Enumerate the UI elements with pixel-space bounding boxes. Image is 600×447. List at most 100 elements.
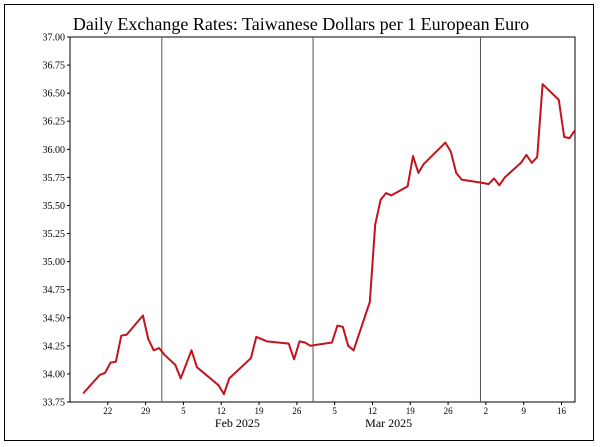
chart-frame: Daily Exchange Rates: Taiwanese Dollars … (4, 4, 594, 441)
data-point (379, 199, 382, 201)
data-point (525, 154, 528, 156)
data-point (179, 377, 182, 380)
y-tick-label: 35.00 (43, 257, 66, 268)
data-point (293, 358, 295, 361)
data-point (142, 314, 144, 317)
plot-area (69, 36, 576, 403)
data-point (557, 99, 560, 101)
data-point (530, 161, 533, 164)
data-point (147, 338, 150, 340)
data-point (82, 392, 85, 394)
data-point (536, 156, 538, 158)
x-tick-label: 26 (444, 406, 454, 416)
y-tick-label: 34.00 (43, 369, 66, 380)
y-tick-label: 35.50 (43, 201, 66, 212)
data-point (228, 377, 231, 380)
y-tick-label: 36.75 (43, 61, 66, 72)
y-tick-label: 34.25 (43, 341, 66, 352)
data-point (120, 334, 123, 337)
x-tick-label: 16 (557, 406, 567, 416)
x-tick-label: 5 (332, 406, 337, 416)
data-point (196, 366, 198, 368)
data-point (287, 342, 290, 345)
data-point (109, 361, 112, 364)
data-point (347, 345, 349, 347)
data-point (190, 349, 193, 352)
data-point (352, 349, 355, 352)
data-point (503, 176, 506, 179)
data-point (115, 360, 117, 363)
y-axis: 37.00 36.75 36.50 36.25 36.00 35.75 35.50 35.25… (43, 33, 70, 409)
data-point (568, 137, 571, 139)
data-point (104, 372, 106, 374)
y-tick-label: 33.75 (43, 398, 66, 409)
data-point (255, 336, 258, 338)
chart-title: Daily Exchange Rates: Taiwanese Dollars … (73, 14, 529, 34)
x-tick-label: 26 (292, 406, 302, 416)
data-point (212, 379, 214, 382)
data-point (390, 194, 393, 197)
data-point (98, 374, 101, 376)
x-tick-label: 19 (406, 406, 416, 416)
data-point (125, 333, 128, 336)
data-point (498, 184, 501, 187)
month-gridlines (161, 37, 481, 402)
y-tick-label: 35.25 (43, 229, 66, 240)
exchange-rate-chart: Daily Exchange Rates: Taiwanese Dollars … (43, 14, 576, 430)
data-point (520, 161, 522, 164)
month-labels: Feb 2025 Mar 2025 (215, 416, 412, 430)
y-tick-label: 36.50 (43, 89, 66, 100)
y-tick-label: 35.75 (43, 173, 66, 184)
x-tick-label: 12 (217, 406, 226, 416)
data-point (250, 357, 252, 360)
data-point (331, 341, 333, 344)
data-point (482, 182, 484, 184)
data-point (493, 177, 495, 180)
x-tick-label: 12 (368, 406, 377, 416)
x-axis: 22 29 5 12 19 26 5 12 19 26 2 9 16 (103, 402, 566, 416)
data-point (563, 136, 565, 138)
data-point (266, 340, 268, 343)
y-tick-label: 34.75 (43, 285, 66, 296)
y-tick-label: 36.00 (43, 145, 66, 156)
data-point (444, 141, 447, 144)
y-tick-label: 37.00 (43, 33, 66, 44)
data-point (152, 349, 155, 352)
data-point (385, 192, 387, 194)
data-point (260, 338, 263, 340)
data-point (336, 324, 339, 327)
month-label: Feb 2025 (215, 416, 260, 430)
data-point (174, 364, 177, 366)
data-point (341, 325, 344, 328)
x-tick-label: 2 (484, 406, 489, 416)
data-point (217, 384, 220, 386)
month-label: Mar 2025 (365, 416, 412, 430)
data-point (574, 129, 576, 132)
y-tick-label: 36.25 (43, 117, 66, 128)
data-point (158, 347, 160, 349)
x-tick-label: 5 (181, 406, 186, 416)
data-point (368, 301, 371, 303)
x-tick-label: 9 (521, 406, 526, 416)
series-line (82, 83, 576, 396)
x-tick-label: 29 (141, 406, 151, 416)
data-point (406, 185, 409, 188)
data-point (309, 345, 312, 347)
data-point (455, 172, 457, 174)
data-point (298, 340, 301, 343)
data-point (374, 223, 376, 226)
data-point (460, 178, 463, 181)
data-point (449, 150, 452, 153)
data-point (304, 341, 306, 344)
data-point (223, 393, 225, 395)
x-tick-label: 22 (103, 406, 112, 416)
data-point (417, 172, 420, 174)
data-point (487, 183, 490, 185)
data-point (541, 83, 544, 85)
series-polyline-0 (82, 83, 576, 396)
data-point (422, 163, 425, 165)
data-point (163, 354, 166, 356)
x-tick-label: 19 (255, 406, 265, 416)
y-tick-label: 34.50 (43, 313, 66, 324)
data-point (412, 155, 414, 157)
